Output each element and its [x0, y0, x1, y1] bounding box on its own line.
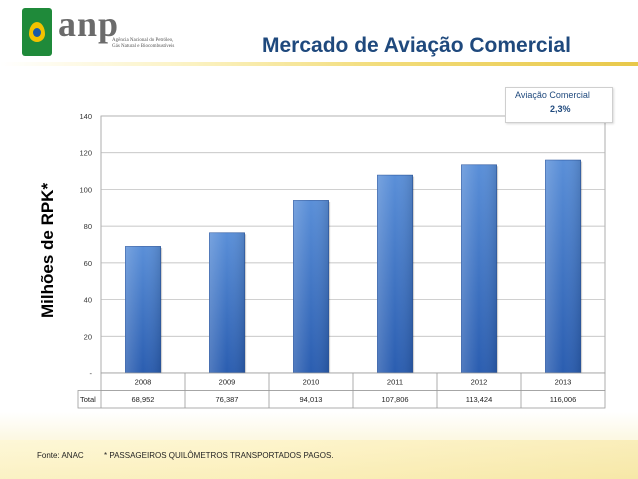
bar-highlight: [293, 200, 329, 373]
callout-value: 2,3%: [550, 104, 571, 114]
anp-logo-icon: [22, 8, 52, 56]
table-data-row: [77, 390, 606, 409]
x-tick-label: 2012: [471, 378, 488, 387]
data-label: 68,952: [132, 395, 155, 404]
footnote: * PASSAGEIROS QUILÔMETROS TRANSPORTADOS …: [104, 451, 334, 460]
x-tick-label: 2010: [303, 378, 320, 387]
y-tick-label: 120: [79, 149, 92, 158]
data-label: 94,013: [300, 395, 323, 404]
series-name-label: Total: [80, 395, 96, 404]
header-divider: [0, 62, 638, 66]
y-tick-label: 140: [79, 112, 92, 121]
y-tick-label: -: [90, 369, 93, 378]
x-tick-label: 2011: [387, 378, 403, 387]
bar-highlight: [209, 232, 245, 373]
footer-band: [0, 440, 638, 479]
data-label: 113,424: [466, 395, 493, 404]
source-note: Fonte: ANAC: [37, 451, 84, 460]
y-tick-label: 80: [84, 222, 92, 231]
logo-subtitle: Agência Nacional do Petróleo, Gás Natura…: [112, 38, 175, 49]
y-tick-label: 100: [79, 185, 92, 194]
logo-drop-core: [33, 28, 41, 37]
logo-wordmark: anp: [58, 4, 120, 44]
x-tick-label: 2008: [135, 378, 152, 387]
data-label: 107,806: [381, 395, 408, 404]
growth-callout: Aviação Comercial 2,3%: [505, 87, 613, 123]
bar-highlight: [377, 175, 413, 373]
bar-highlight: [461, 164, 497, 373]
y-tick-label: 40: [84, 296, 92, 305]
plot-frame: [100, 115, 606, 374]
bar-highlight: [545, 160, 581, 373]
data-label: 76,387: [216, 395, 239, 404]
logo-drop-shape: [29, 22, 45, 42]
x-tick-label: 2009: [219, 378, 236, 387]
callout-label: Aviação Comercial: [515, 90, 590, 100]
x-tick-label: 2013: [555, 378, 572, 387]
page-title: Mercado de Aviação Comercial: [262, 34, 571, 57]
bar-highlight: [125, 246, 161, 373]
data-label: 116,006: [550, 395, 577, 404]
y-tick-label: 60: [84, 259, 92, 268]
y-tick-label: 20: [84, 332, 92, 341]
